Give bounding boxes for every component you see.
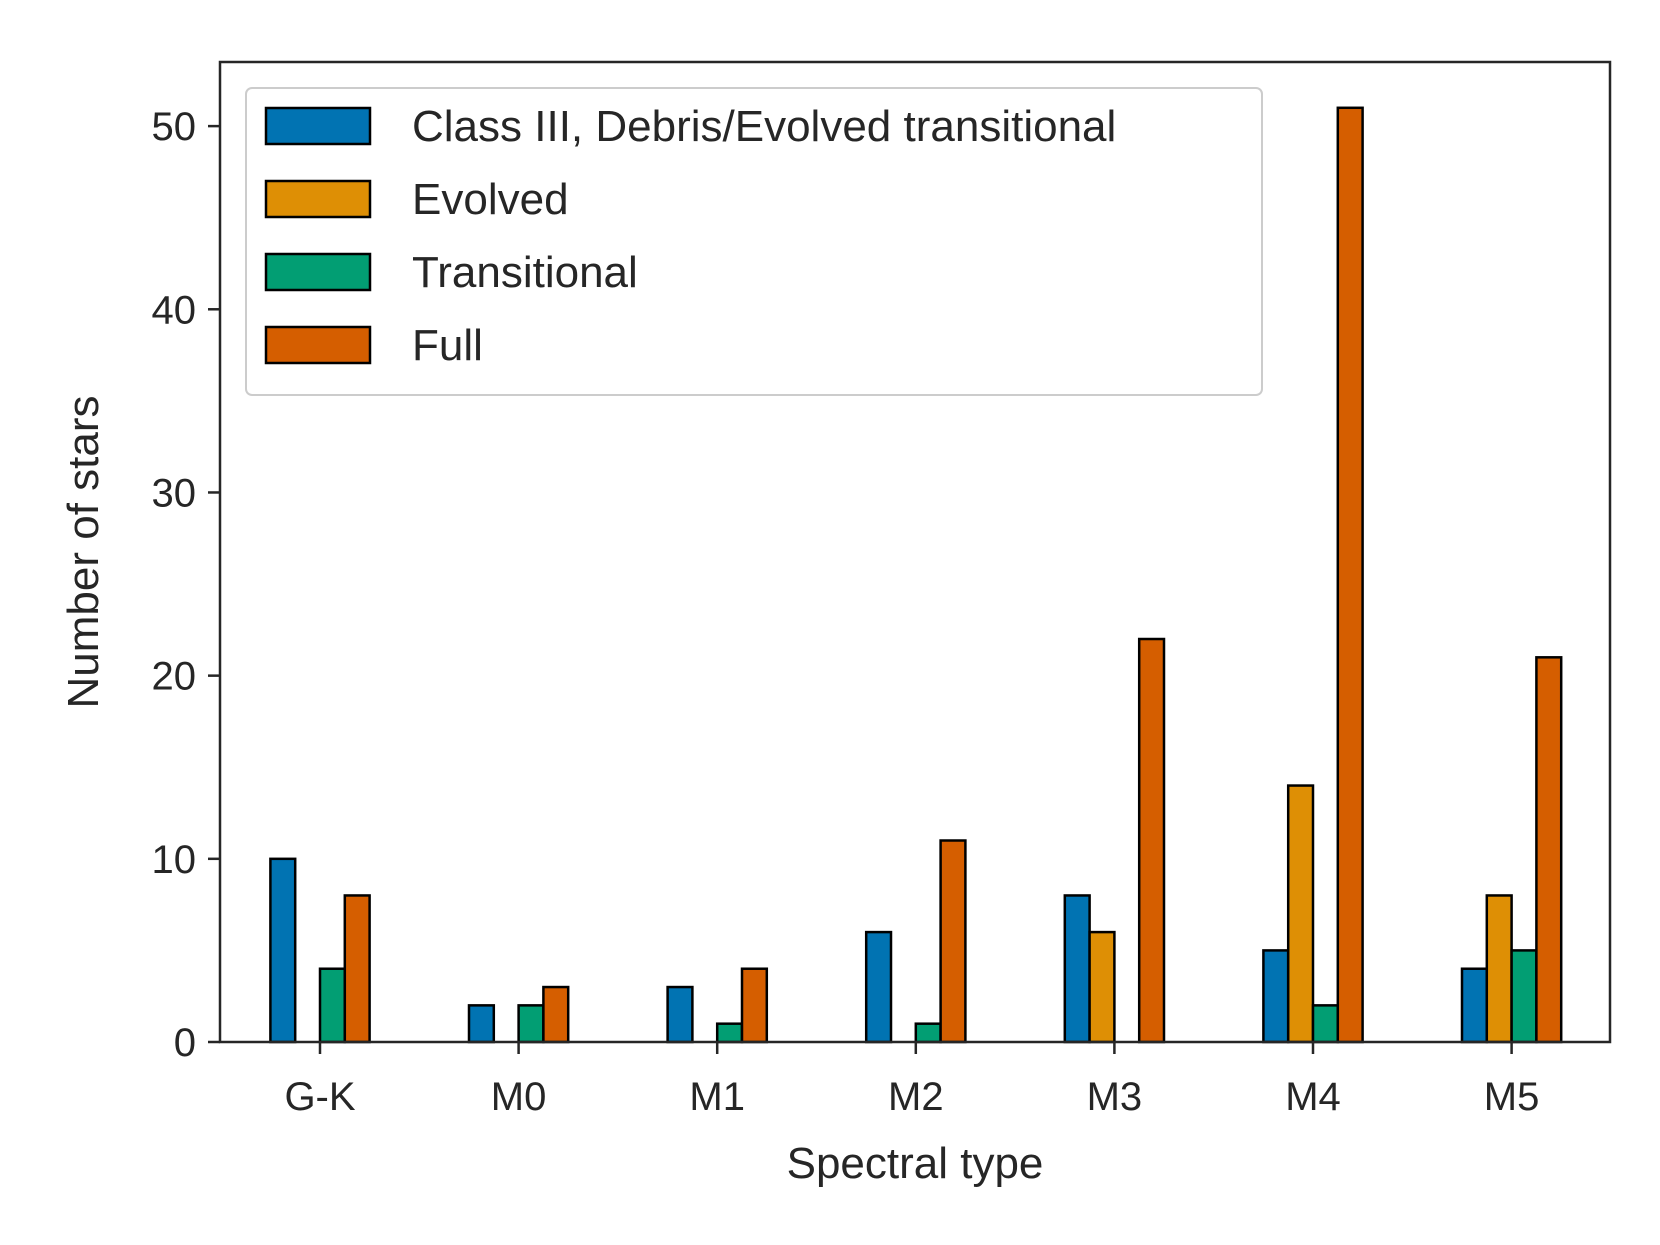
legend-swatch [264,179,372,219]
y-tick-label: 20 [152,655,197,699]
bar-full-m1 [740,967,769,1044]
y-tick-label: 30 [152,471,197,515]
bar-transitional-m2 [914,1022,942,1044]
y-tick-label: 40 [152,288,197,332]
bar-transitional-g-k [318,967,347,1044]
bar-full-m2 [939,839,967,1044]
y-tick-label: 50 [152,105,197,149]
legend-swatch [264,252,372,292]
x-tick-label: M1 [689,1075,745,1119]
legend-label: Full [412,321,483,370]
bar-class-iii-debris-evolved-transitional-m0 [467,1004,496,1044]
x-tick-label: G-K [284,1075,355,1119]
x-tick-label: M0 [491,1075,547,1119]
bar-transitional-m0 [517,1004,545,1044]
legend-swatch [264,106,372,146]
bar-full-g-k [343,894,371,1044]
plot-frame [218,60,1612,1044]
legend-swatch [264,325,372,365]
legend-label: Evolved [412,175,569,224]
bar-evolved-m4 [1286,784,1315,1044]
legend-label: Class III, Debris/Evolved transitional [412,102,1116,151]
bar-transitional-m4 [1311,1004,1340,1044]
bar-class-iii-debris-evolved-transitional-m4 [1262,949,1290,1044]
legend-label: Transitional [412,248,638,297]
bar-class-iii-debris-evolved-transitional-m5 [1460,967,1489,1044]
bar-full-m0 [542,985,570,1044]
bar-evolved-m5 [1485,894,1513,1044]
y-tick-label: 10 [152,838,197,882]
x-tick-label: M2 [888,1075,944,1119]
y-axis-label: Number of stars [59,396,108,709]
bar-class-iii-debris-evolved-transitional-m1 [666,985,694,1044]
x-tick-label: M5 [1484,1075,1540,1119]
x-axis-label: Spectral type [787,1139,1044,1188]
bars-group [269,106,1563,1044]
y-tick-label: 0 [174,1021,196,1065]
x-tick-label: M3 [1087,1075,1143,1119]
bar-class-iii-debris-evolved-transitional-m3 [1063,894,1091,1044]
bar-transitional-m5 [1510,949,1538,1044]
x-tick-label: M4 [1285,1075,1341,1119]
y-axis-ticks: 0 10 20 30 40 50 [152,105,220,1065]
bar-full-m4 [1336,106,1364,1044]
legend-box [245,87,1263,396]
bar-class-iii-debris-evolved-transitional-m2 [864,930,893,1044]
bar-full-m5 [1535,656,1563,1044]
bar-evolved-m3 [1088,930,1116,1044]
x-axis-ticks: G-K M0 M1 M2 M3 M4 M5 [284,1042,1539,1119]
bar-class-iii-debris-evolved-transitional-g-k [269,857,297,1044]
legend: Class III, Debris/Evolved transitional Ev… [245,87,1263,396]
bar-transitional-m1 [715,1022,744,1044]
bar-full-m3 [1137,637,1166,1044]
